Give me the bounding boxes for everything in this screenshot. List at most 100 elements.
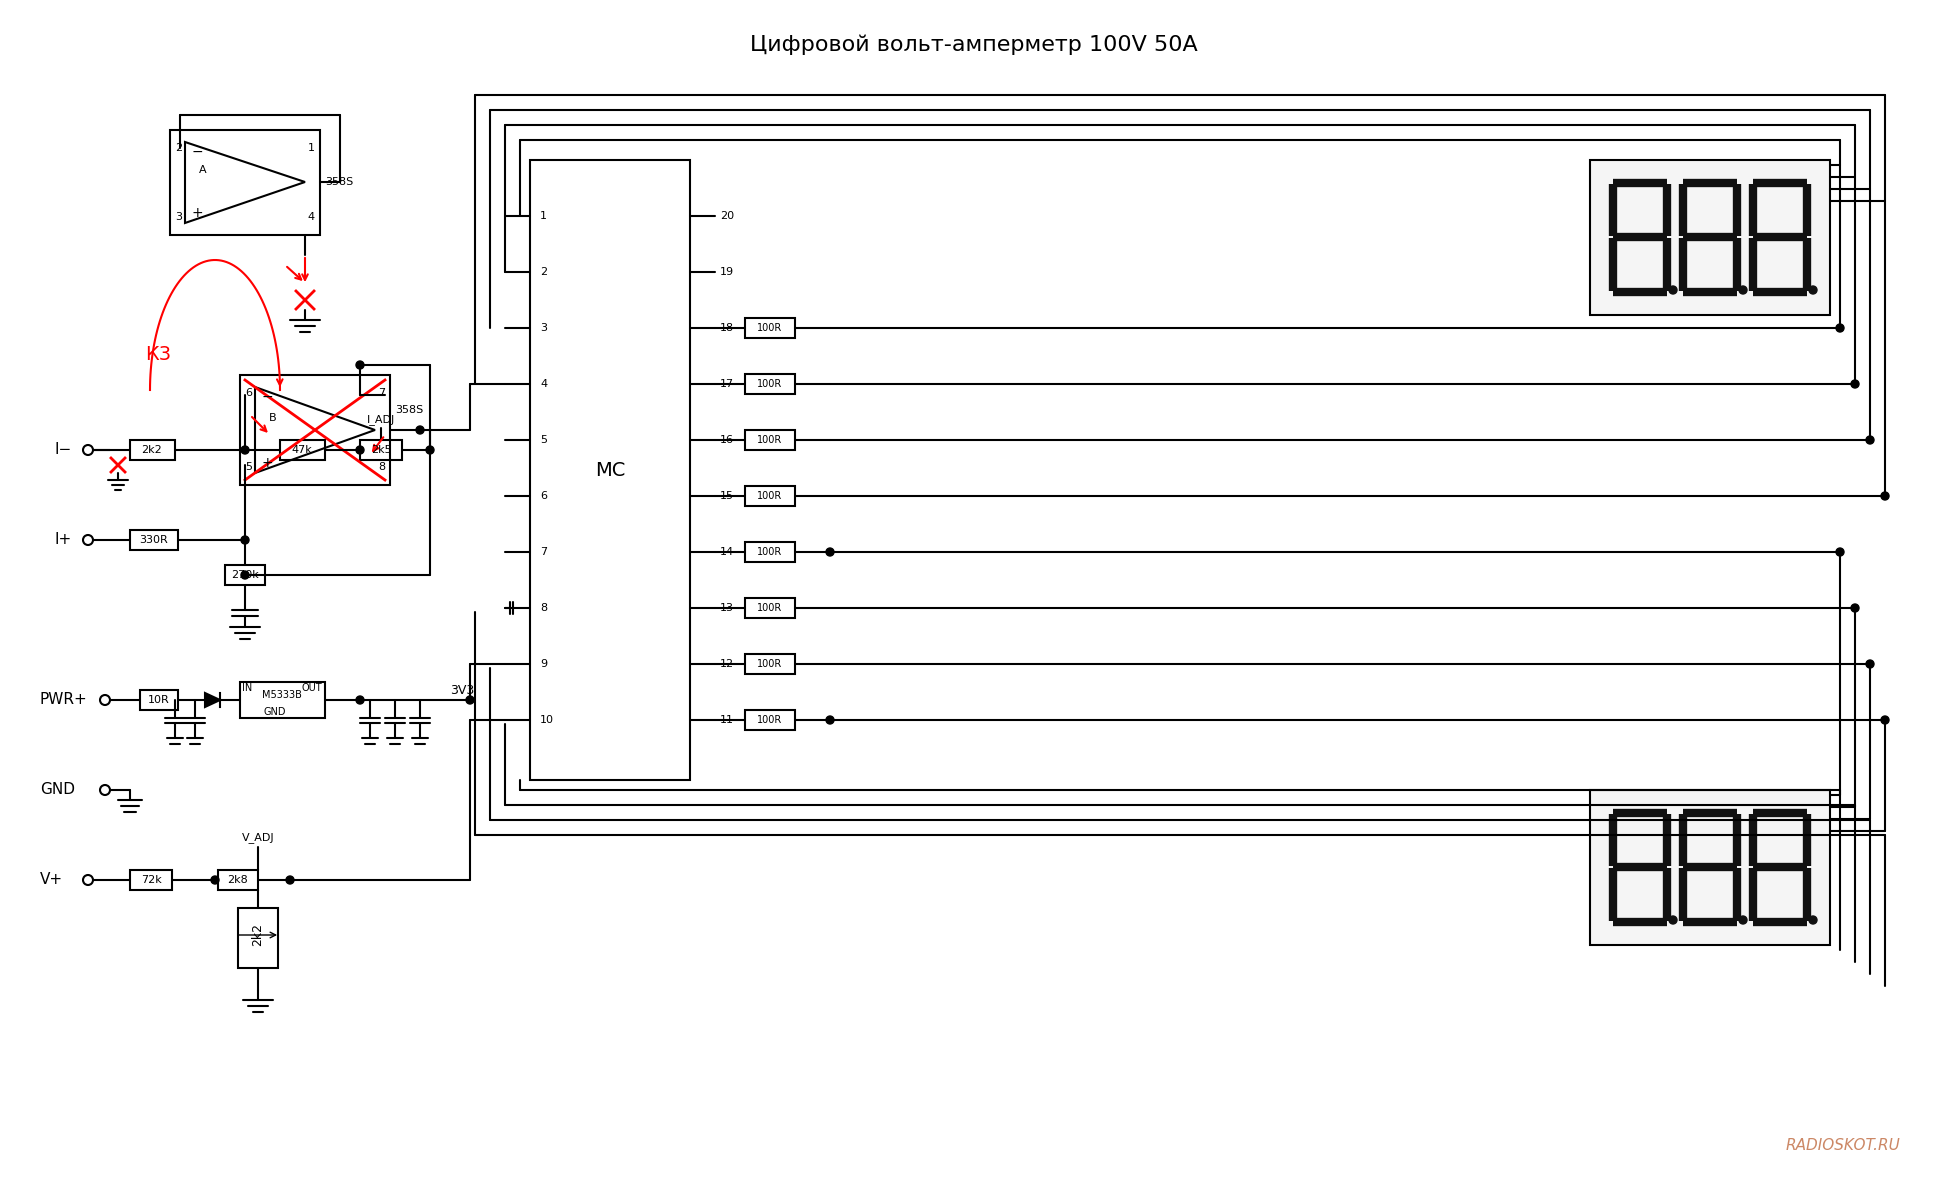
Text: 100R: 100R: [758, 715, 783, 725]
Text: 100R: 100R: [758, 603, 783, 613]
Text: 100R: 100R: [758, 491, 783, 501]
Bar: [744, 318, 795, 338]
Circle shape: [1835, 548, 1843, 556]
Text: V+: V+: [41, 873, 62, 887]
Circle shape: [356, 446, 364, 454]
Bar: [744, 374, 795, 394]
Bar: [744, 710, 795, 730]
Circle shape: [1667, 916, 1675, 924]
Text: 2k5: 2k5: [370, 445, 392, 455]
Text: GND: GND: [41, 783, 74, 797]
Bar: [131, 870, 171, 890]
Text: IN: IN: [242, 683, 251, 693]
Text: 2: 2: [540, 267, 547, 278]
Text: RADIOSKOT.RU: RADIOSKOT.RU: [1784, 1137, 1899, 1153]
Text: 19: 19: [719, 267, 734, 278]
Circle shape: [1851, 603, 1858, 612]
Text: 13: 13: [719, 603, 734, 613]
Bar: [131, 441, 175, 461]
Text: I_ADJ: I_ADJ: [366, 415, 395, 425]
Circle shape: [1738, 286, 1745, 294]
Circle shape: [826, 548, 834, 556]
Text: 100R: 100R: [758, 435, 783, 445]
Bar: [744, 430, 795, 450]
Text: 10: 10: [540, 715, 553, 725]
Bar: [140, 690, 177, 710]
Text: 2k2: 2k2: [251, 924, 265, 946]
Text: 2: 2: [175, 143, 181, 154]
Text: 14: 14: [719, 547, 734, 557]
Text: 6: 6: [540, 491, 547, 501]
Text: 100R: 100R: [758, 547, 783, 557]
Text: 358S: 358S: [395, 405, 423, 415]
Text: 1: 1: [540, 211, 547, 221]
Circle shape: [210, 876, 218, 885]
Circle shape: [1880, 492, 1888, 500]
Circle shape: [1851, 380, 1858, 389]
Bar: [1590, 790, 1829, 945]
Bar: [224, 565, 265, 585]
Text: 12: 12: [719, 659, 734, 668]
Text: 18: 18: [719, 322, 734, 333]
Text: 3: 3: [175, 213, 181, 222]
Text: 270k: 270k: [232, 570, 259, 580]
Circle shape: [1880, 716, 1888, 724]
Text: 9: 9: [540, 659, 547, 668]
Text: 100R: 100R: [758, 322, 783, 333]
Circle shape: [1864, 436, 1874, 444]
Text: 5: 5: [540, 435, 547, 445]
Text: 4: 4: [540, 379, 547, 389]
Text: M5333B: M5333B: [261, 690, 302, 700]
Text: 10R: 10R: [148, 694, 169, 705]
Circle shape: [286, 876, 294, 885]
Text: V_ADJ: V_ADJ: [242, 833, 275, 843]
Text: 5: 5: [245, 462, 251, 472]
Bar: [744, 542, 795, 562]
Text: GND: GND: [263, 707, 286, 717]
Text: 100R: 100R: [758, 659, 783, 668]
Text: +: +: [191, 205, 203, 220]
Text: −: −: [191, 145, 203, 159]
Text: 3: 3: [540, 322, 547, 333]
Text: 330R: 330R: [140, 535, 168, 544]
Circle shape: [466, 696, 473, 704]
Text: +: +: [261, 456, 273, 470]
Circle shape: [356, 696, 364, 704]
Text: К3: К3: [144, 346, 171, 365]
Text: 2k8: 2k8: [228, 875, 247, 885]
Bar: [744, 487, 795, 505]
Text: 72k: 72k: [140, 875, 162, 885]
Circle shape: [356, 361, 364, 368]
Text: 1: 1: [308, 143, 316, 154]
Text: I+: I+: [55, 533, 72, 548]
Bar: [744, 598, 795, 618]
Bar: [530, 159, 690, 779]
Bar: [131, 530, 177, 550]
Text: I−: I−: [55, 443, 72, 457]
Text: −: −: [261, 390, 273, 404]
Text: B: B: [269, 413, 277, 423]
Circle shape: [826, 716, 834, 724]
Text: 3V3: 3V3: [450, 684, 473, 697]
Text: 358S: 358S: [325, 177, 353, 187]
Bar: [744, 654, 795, 674]
Bar: [360, 441, 401, 461]
Circle shape: [242, 536, 249, 544]
Polygon shape: [205, 693, 220, 707]
Text: 7: 7: [378, 389, 386, 398]
Text: 15: 15: [719, 491, 734, 501]
Circle shape: [1808, 916, 1816, 924]
Bar: [281, 441, 325, 461]
Text: 100R: 100R: [758, 379, 783, 389]
Text: 8: 8: [540, 603, 547, 613]
Text: 7: 7: [540, 547, 547, 557]
Text: 16: 16: [719, 435, 734, 445]
Text: 6: 6: [245, 389, 251, 398]
Bar: [169, 130, 319, 235]
Bar: [1590, 159, 1829, 315]
Text: 20: 20: [719, 211, 734, 221]
Bar: [240, 681, 325, 718]
Text: 11: 11: [719, 715, 734, 725]
Bar: [240, 376, 390, 485]
Bar: [218, 870, 257, 890]
